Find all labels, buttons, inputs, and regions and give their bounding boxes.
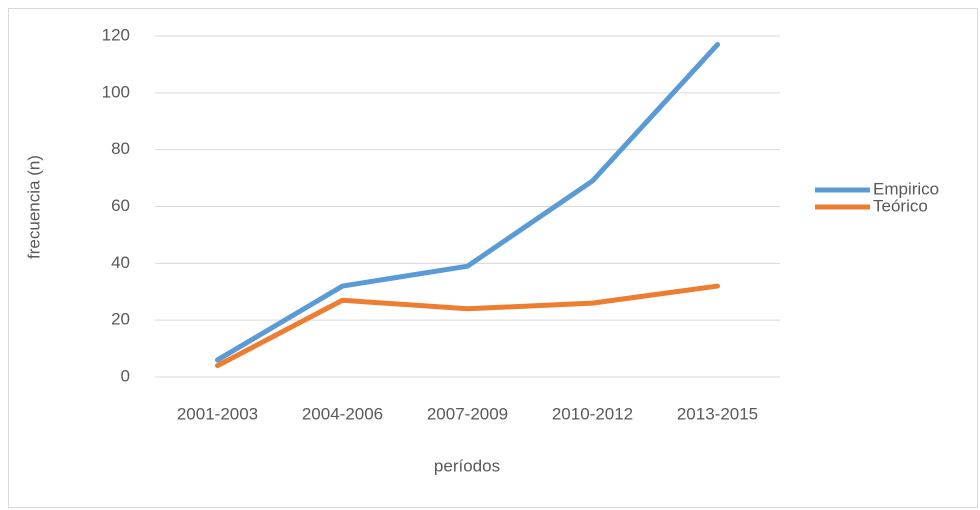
y-tick-label: 80 bbox=[111, 139, 130, 158]
y-tick-label: 40 bbox=[111, 253, 130, 272]
legend-label: Teórico bbox=[873, 196, 928, 215]
x-tick-label: 2004-2006 bbox=[302, 404, 383, 423]
x-tick-label: 2010-2012 bbox=[552, 404, 633, 423]
x-axis-label: períodos bbox=[434, 456, 500, 475]
x-tick-label: 2001-2003 bbox=[177, 404, 258, 423]
data-line bbox=[215, 42, 720, 363]
y-tick-label: 60 bbox=[111, 196, 130, 215]
y-tick-label: 0 bbox=[121, 366, 130, 385]
chart-border bbox=[8, 8, 978, 508]
y-tick-label: 100 bbox=[102, 82, 130, 101]
y-axis-label: frecuencia (n) bbox=[24, 155, 43, 259]
x-tick-label: 2007-2009 bbox=[427, 404, 508, 423]
data-line bbox=[215, 283, 720, 369]
y-tick-label: 20 bbox=[111, 310, 130, 329]
legend-label: Empirico bbox=[873, 179, 939, 198]
x-tick-label: 2013-2015 bbox=[677, 404, 758, 423]
y-tick-label: 120 bbox=[102, 25, 130, 44]
